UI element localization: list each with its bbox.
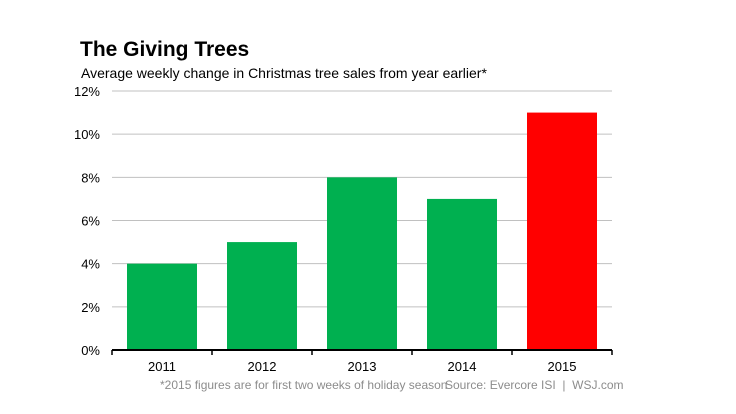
- y-tick-label: 2%: [81, 300, 100, 315]
- x-tick-label: 2015: [548, 359, 577, 374]
- bar-2012: [227, 242, 297, 350]
- footnote: *2015 figures are for first two weeks of…: [160, 378, 448, 392]
- y-tick-label: 0%: [81, 343, 100, 358]
- y-tick-label: 4%: [81, 257, 100, 272]
- bar-2011: [127, 263, 197, 350]
- y-tick-label: 10%: [74, 127, 100, 142]
- y-tick-label: 12%: [74, 84, 100, 99]
- y-tick-label: 6%: [81, 214, 100, 229]
- x-tick-label: 2011: [148, 359, 176, 374]
- chart-title: The Giving Trees: [80, 38, 250, 61]
- bar-2014: [427, 198, 497, 350]
- chart-subtitle: Average weekly change in Christmas tree …: [81, 65, 487, 81]
- x-tick-label: 2013: [348, 359, 377, 374]
- y-tick-label: 8%: [81, 170, 100, 185]
- x-tick-label: 2014: [448, 359, 477, 374]
- bar-2013: [327, 177, 397, 350]
- x-tick-label: 2012: [248, 359, 277, 374]
- bar-2015: [527, 112, 597, 350]
- source-note: Source: Evercore ISI | WSJ.com: [445, 378, 624, 392]
